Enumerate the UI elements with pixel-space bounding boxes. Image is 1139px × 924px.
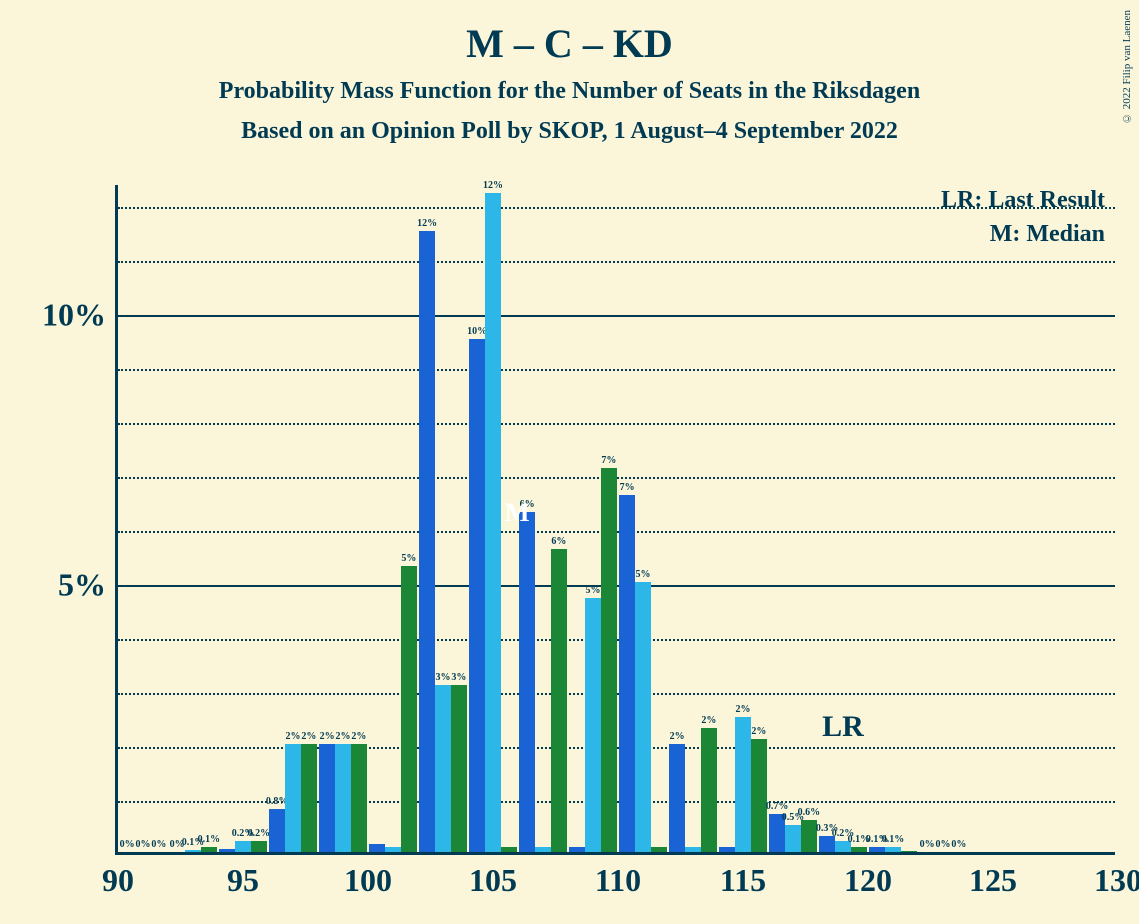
- bar-value-label: 2%: [285, 731, 300, 744]
- bar: 10%: [469, 339, 485, 852]
- bar-value-label: 0.1%: [882, 834, 905, 847]
- bar: 0.8%: [269, 809, 285, 852]
- bar: 0.1%: [185, 850, 201, 852]
- bar-value-label: 7%: [601, 455, 616, 468]
- bar: 6%: [519, 512, 535, 852]
- x-axis-tick-label: 90: [102, 852, 134, 899]
- bar-value-label: 0%: [920, 839, 935, 852]
- bar: 0.2%: [251, 841, 267, 852]
- bar-value-label: 0%: [151, 839, 166, 852]
- bar-value-label: 2%: [351, 731, 366, 744]
- x-axis-tick-label: 105: [469, 852, 517, 899]
- bar: 2%: [351, 744, 367, 852]
- bar: 5%: [401, 566, 417, 852]
- bar-value-label: 5%: [401, 553, 416, 566]
- bar: 5%: [635, 582, 651, 852]
- median-marker: M: [505, 498, 530, 528]
- bar-value-label: 7%: [620, 482, 635, 495]
- chart-title: M – C – KD: [0, 20, 1139, 67]
- bar-value-label: 0.1%: [198, 834, 221, 847]
- bar-value-label: 3%: [451, 672, 466, 685]
- bar: [901, 851, 917, 852]
- gridline-minor: [118, 207, 1115, 209]
- bar: [219, 849, 235, 852]
- bar: 2%: [701, 728, 717, 852]
- bar: [385, 847, 401, 852]
- y-axis-tick-label: 5%: [58, 566, 118, 603]
- y-axis-tick-label: 10%: [42, 296, 118, 333]
- bar: 2%: [735, 717, 751, 852]
- bar-value-label: 0.2%: [248, 828, 271, 841]
- x-axis-tick-label: 110: [595, 852, 641, 899]
- bar: 2%: [301, 744, 317, 852]
- bar: 0.6%: [801, 820, 817, 852]
- bar-value-label: 2%: [735, 704, 750, 717]
- legend-last-result: LR: Last Result: [941, 187, 1105, 214]
- bar-value-label: 0%: [935, 839, 950, 852]
- bar-value-label: 5%: [585, 585, 600, 598]
- x-axis-tick-label: 130: [1094, 852, 1139, 899]
- gridline-minor: [118, 369, 1115, 371]
- bar: [719, 847, 735, 852]
- bar: [535, 847, 551, 852]
- bar: 0.1%: [851, 847, 867, 852]
- bar-value-label: 0%: [120, 839, 135, 852]
- bar: 0.5%: [785, 825, 801, 852]
- gridline-minor: [118, 423, 1115, 425]
- bar: 6%: [551, 549, 567, 852]
- bar-value-label: 2%: [301, 731, 316, 744]
- bar-value-label: 6%: [551, 536, 566, 549]
- bar: [651, 847, 667, 852]
- bar-value-label: 3%: [435, 672, 450, 685]
- bar-value-label: 0%: [951, 839, 966, 852]
- bar: 2%: [335, 744, 351, 852]
- bar: 0.1%: [869, 847, 885, 852]
- bar-value-label: 2%: [751, 726, 766, 739]
- bar: 2%: [319, 744, 335, 852]
- bar: 12%: [485, 193, 501, 852]
- x-axis-tick-label: 120: [844, 852, 892, 899]
- plot-area: LR: Last Result M: Median 5%10%909510010…: [115, 185, 1115, 855]
- bar: 2%: [751, 739, 767, 852]
- gridline-minor: [118, 261, 1115, 263]
- bar: 2%: [285, 744, 301, 852]
- bar-value-label: 0%: [135, 839, 150, 852]
- legend-median: M: Median: [990, 221, 1105, 248]
- x-axis-tick-label: 115: [720, 852, 766, 899]
- chart-subtitle-2: Based on an Opinion Poll by SKOP, 1 Augu…: [0, 118, 1139, 145]
- bar-value-label: 0.6%: [798, 807, 821, 820]
- bar-value-label: 12%: [417, 218, 437, 231]
- last-result-marker: LR: [822, 710, 864, 744]
- bar-value-label: 12%: [483, 180, 503, 193]
- copyright-text: © 2022 Filip van Laenen: [1121, 10, 1133, 124]
- bar: 3%: [435, 685, 451, 853]
- bar: 12%: [419, 231, 435, 852]
- bar: [685, 847, 701, 852]
- bar: 3%: [451, 685, 467, 853]
- bar-value-label: 2%: [670, 731, 685, 744]
- x-axis-tick-label: 95: [227, 852, 259, 899]
- bar-value-label: 2%: [320, 731, 335, 744]
- x-axis-tick-label: 100: [344, 852, 392, 899]
- bar: [501, 847, 517, 852]
- bar: [369, 844, 385, 852]
- bar: 0.2%: [235, 841, 251, 852]
- gridline-major: [118, 315, 1115, 317]
- bar: 0.1%: [885, 847, 901, 852]
- bar-value-label: 2%: [701, 715, 716, 728]
- bar-value-label: 2%: [335, 731, 350, 744]
- bar-value-label: 5%: [635, 569, 650, 582]
- chart-subtitle-1: Probability Mass Function for the Number…: [0, 78, 1139, 105]
- x-axis-tick-label: 125: [969, 852, 1017, 899]
- bar: [569, 847, 585, 852]
- bar: 0.1%: [201, 847, 217, 852]
- bar: 7%: [601, 468, 617, 852]
- bar: 7%: [619, 495, 635, 852]
- bar: 5%: [585, 598, 601, 852]
- bar: 2%: [669, 744, 685, 852]
